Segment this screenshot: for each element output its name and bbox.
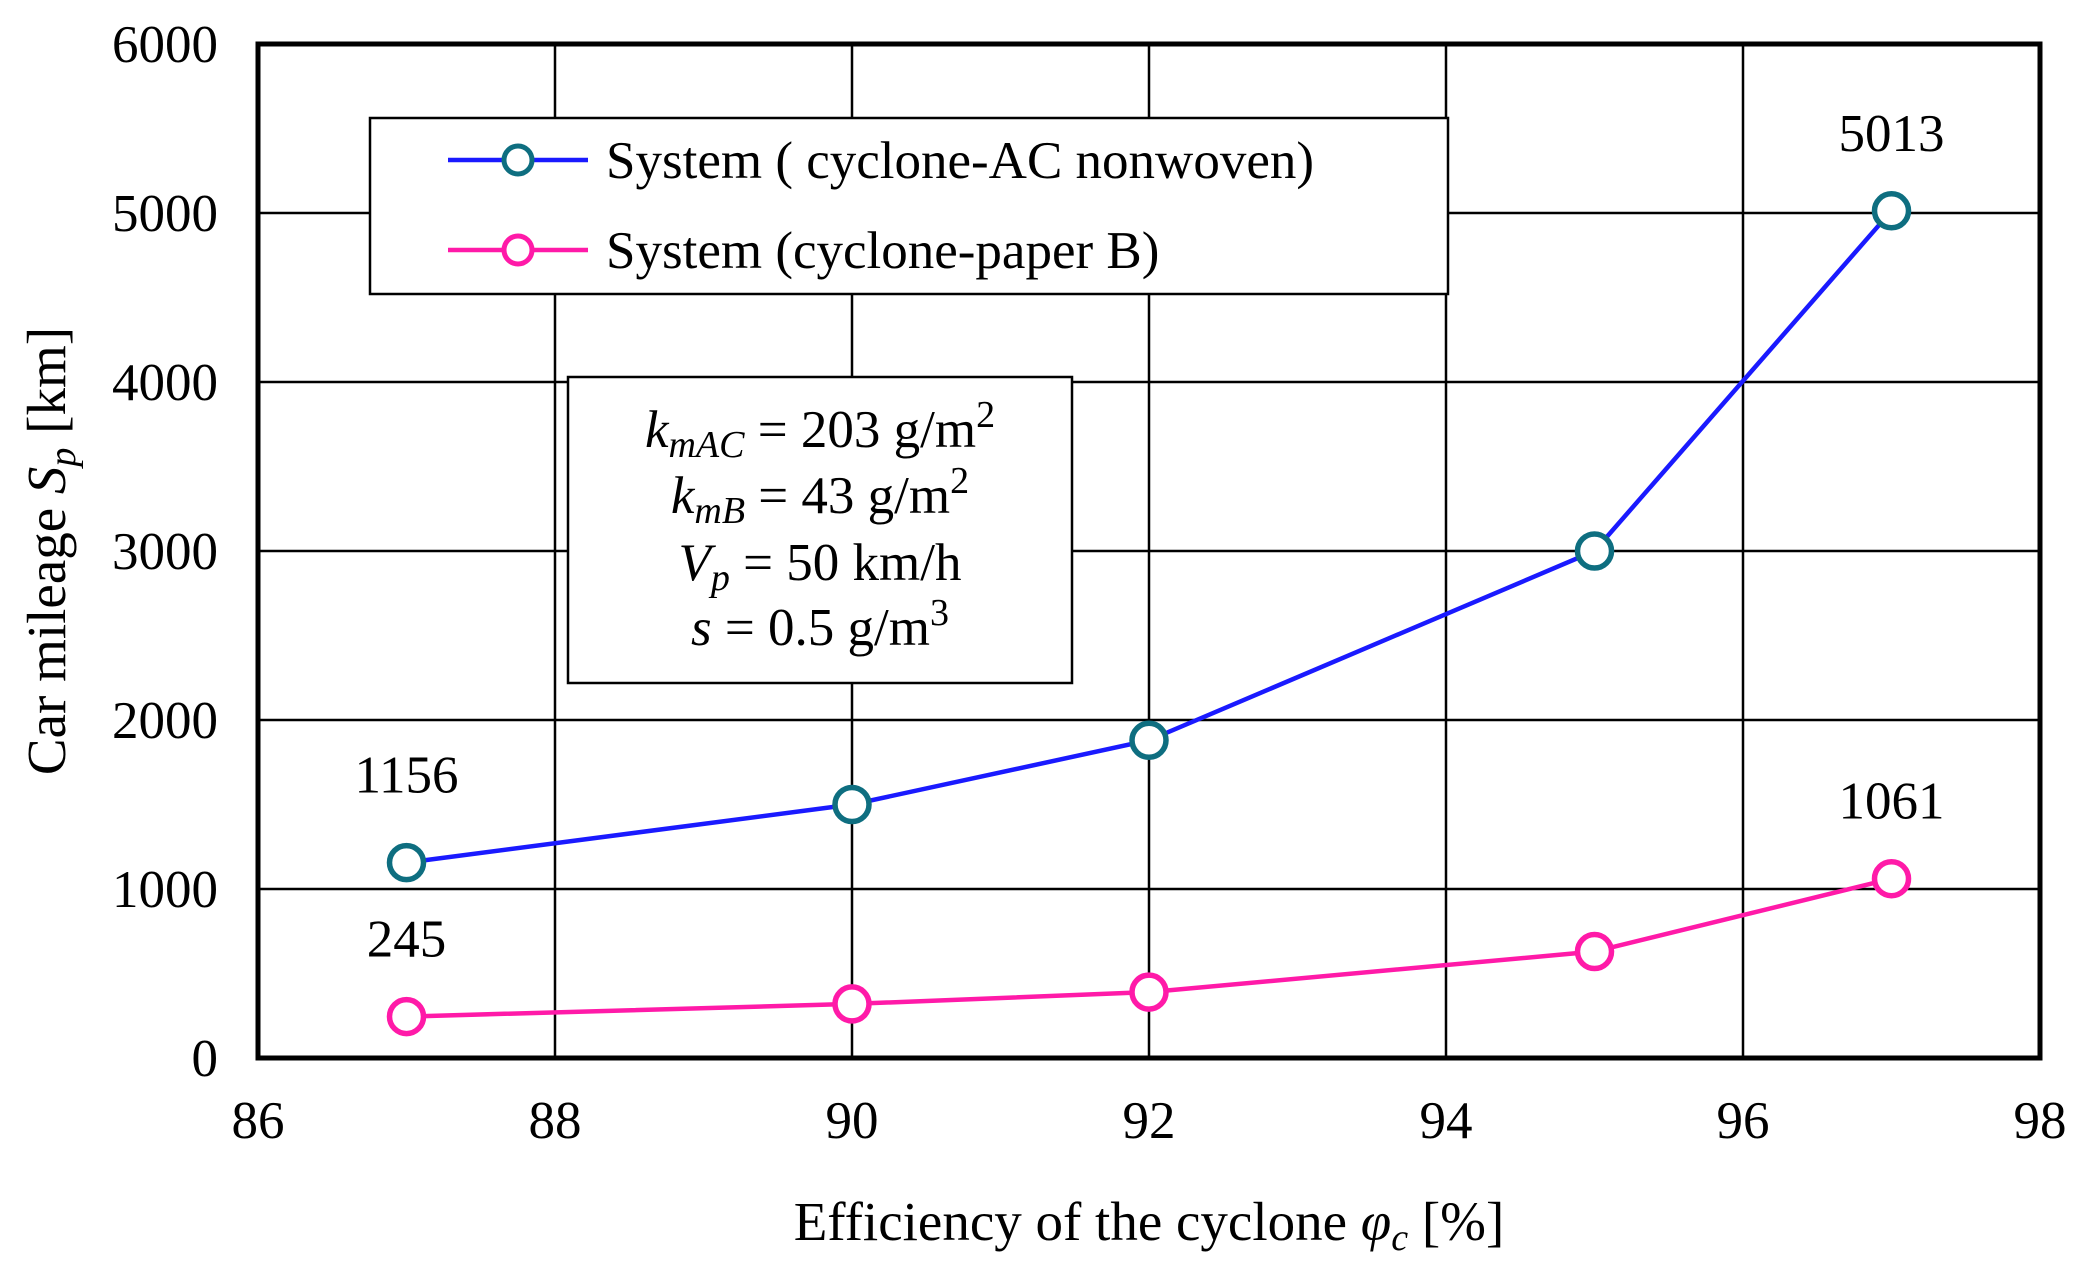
- legend-marker-paper-b: [501, 233, 535, 267]
- parameters-box: kmAC = 203 g/m2 kmB = 43 g/m2 Vp = 50 km…: [566, 375, 1074, 685]
- parameter-s: s = 0.5 g/m3: [691, 592, 949, 657]
- legend-label-ac-nonwoven: System ( cyclone-AC nonwoven): [606, 132, 1314, 190]
- y-tick-label: 0: [192, 1030, 219, 1088]
- parameter-vp: Vp = 50 km/h: [679, 534, 962, 599]
- y-tick-label: 2000: [112, 692, 218, 750]
- series-0-point: [386, 842, 427, 883]
- series-1-point: [386, 996, 427, 1037]
- y-tick-label: 6000: [112, 16, 218, 74]
- series-1-point: [1574, 931, 1615, 972]
- y-tick-label: 4000: [112, 354, 218, 412]
- x-axis-title: Efficiency of the cyclone φc [%]: [794, 1191, 1505, 1259]
- series-0-point: [832, 784, 872, 825]
- series-1-point: [832, 984, 872, 1024]
- series-0-point: [1129, 720, 1169, 761]
- data-label: 1061: [1839, 773, 1945, 831]
- data-label: 245: [367, 911, 447, 969]
- legend-label-paper-b: System (cyclone-paper B): [606, 222, 1159, 280]
- legend-box: [368, 116, 1450, 296]
- x-axis-ticks: 86 88 90 92 94 96 98: [232, 1092, 2067, 1150]
- series-0-point: [1871, 191, 1912, 231]
- y-tick-label: 3000: [112, 523, 218, 581]
- x-tick-label: 92: [1123, 1092, 1176, 1150]
- legend: System ( cyclone-AC nonwoven) System (cy…: [368, 116, 1450, 296]
- series-layer: [386, 191, 1912, 1037]
- legend-marker-ac-nonwoven: [501, 143, 535, 177]
- data-label: 5013: [1839, 105, 1945, 163]
- parameter-kmac: kmAC = 203 g/m2: [645, 394, 995, 466]
- x-tick-label: 88: [529, 1092, 582, 1150]
- parameter-kmb: kmB = 43 g/m2: [671, 460, 969, 532]
- series-0-point: [1574, 531, 1615, 571]
- x-tick-label: 86: [232, 1092, 285, 1150]
- y-axis-ticks: 0 1000 2000 3000 4000 5000 6000: [112, 16, 218, 1088]
- x-tick-label: 98: [2014, 1092, 2067, 1150]
- x-tick-label: 90: [826, 1092, 879, 1150]
- y-tick-label: 5000: [112, 185, 218, 243]
- parameters-box-frame: [566, 375, 1074, 685]
- series-1-point: [1871, 858, 1912, 899]
- plot-frame: [255, 41, 2043, 1061]
- x-tick-label: 96: [1717, 1092, 1770, 1150]
- data-labels: 1156 5013 1061 245: [354, 105, 1944, 969]
- y-axis-title: Car mileage Sp [km]: [16, 327, 84, 775]
- x-tick-label: 94: [1420, 1092, 1473, 1150]
- data-label: 1156: [354, 747, 458, 805]
- series-1-point: [1129, 972, 1169, 1012]
- y-tick-label: 1000: [112, 861, 218, 919]
